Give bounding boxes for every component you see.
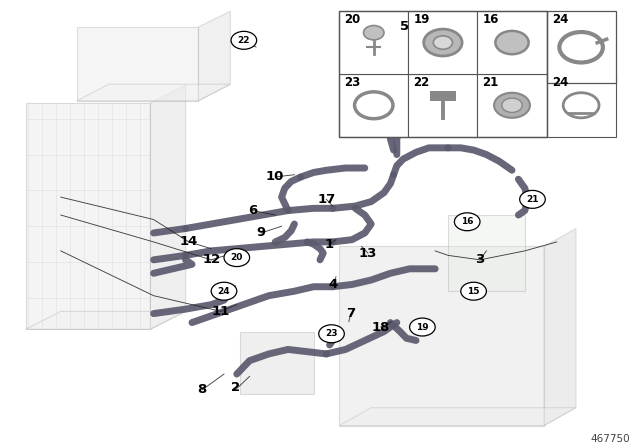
Circle shape: [495, 31, 529, 54]
Text: 21: 21: [526, 195, 539, 204]
Text: 21: 21: [483, 76, 499, 89]
Text: 17: 17: [317, 193, 335, 206]
Text: 24: 24: [552, 76, 568, 89]
Polygon shape: [240, 332, 314, 394]
Bar: [477, 11, 547, 74]
Text: 8: 8: [198, 383, 207, 396]
Polygon shape: [339, 408, 576, 426]
Polygon shape: [77, 84, 230, 101]
Bar: [408, 74, 477, 137]
Text: 9: 9: [257, 226, 266, 240]
Text: 19: 19: [413, 13, 430, 26]
Bar: [430, 91, 456, 101]
Text: 6: 6: [248, 204, 257, 217]
Polygon shape: [77, 27, 198, 101]
Bar: [339, 11, 408, 74]
Text: 24: 24: [552, 13, 568, 26]
Text: 2: 2: [231, 381, 240, 394]
Text: 20: 20: [344, 13, 360, 26]
Polygon shape: [198, 11, 230, 101]
Text: 1: 1: [325, 237, 334, 251]
Circle shape: [231, 31, 257, 49]
Circle shape: [224, 249, 250, 267]
Text: 13: 13: [359, 246, 377, 260]
Bar: [339, 74, 408, 137]
Text: 12: 12: [202, 253, 220, 267]
Text: 11: 11: [212, 305, 230, 318]
Circle shape: [410, 318, 435, 336]
Circle shape: [520, 190, 545, 208]
Circle shape: [454, 213, 480, 231]
Bar: [408, 11, 477, 74]
Text: 5: 5: [400, 20, 409, 34]
Text: 15: 15: [467, 287, 480, 296]
Polygon shape: [448, 215, 525, 291]
Bar: [477, 74, 547, 137]
Text: 22: 22: [237, 36, 250, 45]
Text: 4: 4: [328, 278, 337, 291]
Text: 18: 18: [372, 320, 390, 334]
Circle shape: [319, 325, 344, 343]
Text: 3: 3: [476, 253, 484, 267]
Text: 20: 20: [230, 253, 243, 262]
Text: 24: 24: [218, 287, 230, 296]
Text: 10: 10: [266, 170, 284, 184]
Bar: [547, 74, 616, 137]
Circle shape: [211, 282, 237, 300]
Text: 14: 14: [180, 235, 198, 249]
Text: 467750: 467750: [591, 435, 630, 444]
Circle shape: [502, 98, 522, 112]
Polygon shape: [26, 311, 186, 329]
Text: 16: 16: [461, 217, 474, 226]
Circle shape: [364, 26, 384, 40]
Polygon shape: [26, 103, 150, 329]
Circle shape: [461, 282, 486, 300]
Bar: [339, 11, 547, 137]
Bar: [547, 11, 616, 83]
Text: 23: 23: [344, 76, 360, 89]
Text: 7: 7: [346, 307, 355, 320]
Polygon shape: [339, 246, 544, 426]
Text: 16: 16: [483, 13, 499, 26]
Circle shape: [494, 93, 530, 118]
Text: 23: 23: [325, 329, 338, 338]
Text: 22: 22: [413, 76, 429, 89]
Circle shape: [433, 36, 452, 49]
Circle shape: [424, 29, 462, 56]
Polygon shape: [150, 85, 186, 329]
Polygon shape: [544, 228, 576, 426]
Text: 19: 19: [416, 323, 429, 332]
